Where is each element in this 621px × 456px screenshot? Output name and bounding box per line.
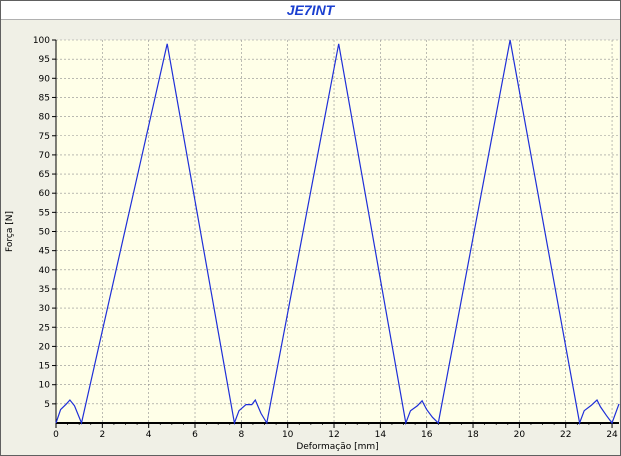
x-axis-ticks: 0 2 4 6 8 10 12 14 16 18 20 22 24	[53, 423, 618, 440]
x-tick-label: 8	[238, 430, 244, 440]
x-tick-label: 0	[53, 430, 59, 440]
x-tick-label: 24	[606, 430, 618, 440]
y-tick-label: 95	[39, 55, 50, 65]
x-tick-label: 20	[514, 430, 526, 440]
x-tick-label: 18	[467, 430, 479, 440]
grid-lines	[56, 39, 619, 423]
y-tick-label: 20	[39, 342, 51, 352]
y-tick-label: 35	[39, 285, 50, 295]
x-tick-label: 2	[99, 430, 105, 440]
y-tick-label: 10	[39, 381, 51, 391]
series-line	[55, 39, 620, 426]
y-tick-label: 5	[44, 400, 50, 410]
y-tick-label: 60	[39, 189, 51, 199]
x-tick-label: 14	[375, 430, 387, 440]
y-tick-label: 45	[39, 247, 50, 257]
x-tick-label: 16	[421, 430, 433, 440]
y-tick-label: 85	[39, 93, 50, 103]
y-tick-label: 25	[39, 323, 50, 333]
y-tick-label: 100	[33, 36, 50, 46]
y-tick-label: 75	[39, 132, 50, 142]
y-tick-label: 55	[39, 208, 50, 218]
y-tick-label: 15	[39, 362, 50, 372]
x-tick-label: 4	[146, 430, 152, 440]
y-tick-label: 40	[39, 266, 51, 276]
y-tick-label: 70	[39, 151, 51, 161]
x-tick-label: 6	[192, 430, 198, 440]
y-tick-label: 30	[39, 304, 51, 314]
x-tick-label: 12	[328, 430, 339, 440]
y-tick-label: 90	[39, 74, 51, 84]
y-tick-label: 65	[39, 170, 50, 180]
x-axis-label: Deformação [mm]	[296, 442, 378, 452]
y-axis-label: Força [N]	[5, 211, 15, 252]
x-tick-label: 22	[560, 430, 571, 440]
x-tick-label: 10	[282, 430, 294, 440]
y-axis-ticks: 5 10 15 20 25 30 35 40 45 50 55 60 65 70 75 80 85 90 95 100	[33, 36, 56, 410]
chart-title: JE7INT	[1, 1, 620, 20]
y-tick-label: 50	[39, 228, 51, 238]
y-tick-label: 80	[39, 113, 51, 123]
